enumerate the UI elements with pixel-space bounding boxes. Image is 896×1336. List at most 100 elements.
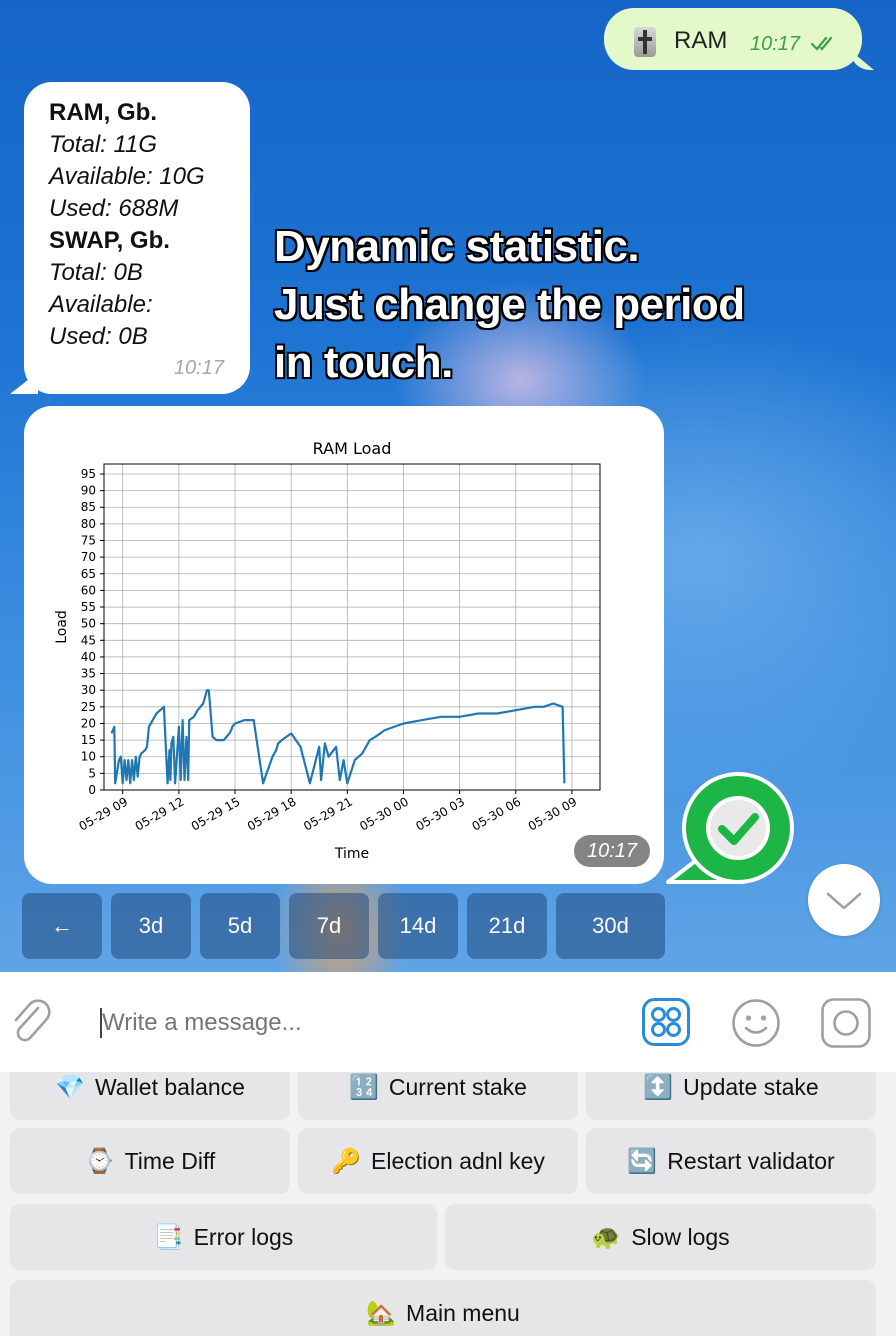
y-axis-label: Load [54,610,70,644]
slow-logs-button[interactable]: 🐢 Slow logs [445,1204,876,1270]
chart-image-message[interactable]: RAM Load 0 5 10 15 20 25 30 35 40 45 50 55 60 65 70 75 80… [24,406,664,884]
plot-frame [103,463,601,791]
chart-title: RAM Load [313,439,392,458]
message-line: Available: [49,291,153,318]
message-line: Total: 11G [49,131,158,158]
message-line: SWAP, Gb. [49,227,170,254]
y-tick-label: 90 [81,484,96,498]
message-line: Available: 10G [49,163,205,190]
update-stake-button[interactable]: ↕️ Update stake [586,1072,876,1120]
current-stake-button[interactable]: 🔢 Current stake [298,1072,578,1120]
overlay-caption-line: Dynamic statistic. [273,221,641,272]
incoming-message[interactable]: RAM, Gb. Total: 11G Available: 10G Used:… [10,82,250,394]
x-tick-label: 05-30 09 [526,794,580,833]
y-tick-label: 60 [81,583,96,597]
y-tick-label: 85 [81,500,96,514]
time-diff-button[interactable]: ⌚ Time Diff [10,1128,290,1194]
image-message-time: 10:17 [574,835,650,867]
main-menu-button[interactable]: 🏡 Main menu [10,1280,876,1336]
overlay-caption-line: in touch. [273,337,454,388]
watch-icon: ⌚ [84,1147,115,1175]
button-label: Main menu [406,1299,520,1326]
y-tick-label: 80 [81,517,96,531]
y-tick-label: 65 [81,567,96,581]
x-tick-label: 05-29 18 [245,794,299,833]
period-14d-button[interactable]: 14d [378,893,458,959]
election-adnl-key-button[interactable]: 🔑 Election adnl key [298,1128,578,1194]
button-label: Error logs [193,1223,294,1250]
x-tick-label: 05-30 03 [413,794,467,833]
ram-load-chart: RAM Load 0 5 10 15 20 25 30 35 40 45 50 55 60 65 70 75 80… [54,439,601,862]
smiley-icon[interactable] [731,998,781,1048]
period-5d-button[interactable]: 5d [200,893,280,959]
button-label: Time Diff [124,1147,216,1174]
y-tick-label: 70 [81,550,96,564]
y-tick-label: 25 [81,700,96,714]
paperclip-icon[interactable] [8,996,56,1048]
period-21d-button[interactable]: 21d [467,893,547,959]
button-label: Update stake [683,1073,819,1100]
x-tick-label: 05-29 21 [301,794,355,833]
incoming-message-time: 10:17 [173,357,224,379]
message-composer [0,972,896,1072]
restart-validator-button[interactable]: 🔄 Restart validator [586,1128,876,1194]
x-tick-label: 05-30 00 [357,794,411,833]
y-tick-label: 10 [81,750,96,764]
chevron-down-icon [826,892,862,910]
y-tick-label: 45 [81,633,96,647]
house-icon: 🏡 [366,1299,397,1327]
button-label: Wallet balance [94,1073,245,1100]
message-line: Used: 0B [49,323,148,350]
y-tick-label: 15 [81,733,96,747]
x-axis-label: Time [334,846,369,862]
button-label: Restart validator [667,1147,835,1174]
button-label: Slow logs [631,1223,730,1250]
round-camera-icon[interactable] [821,998,871,1048]
button-label: Current stake [388,1073,527,1100]
gem-icon: 💎 [55,1073,85,1101]
y-tick-label: 30 [81,683,96,697]
scroll-down-button[interactable] [808,864,880,936]
fader-icon [634,27,656,57]
overlay-caption-line: Just change the period [273,279,746,330]
y-tick-label: 20 [81,716,96,730]
y-tick-label: 95 [81,467,96,481]
period-7d-button[interactable]: 7d [289,893,369,959]
outgoing-message-time: 10:17 [750,33,801,55]
y-tick-label: 75 [81,534,96,548]
x-tick-label: 05-29 09 [76,794,130,833]
turtle-icon: 🐢 [591,1223,622,1251]
outgoing-message-text: RAM [674,27,728,54]
y-tick-label: 0 [88,783,96,797]
outgoing-message[interactable]: RAM 10:17 [604,8,862,70]
refresh-icon: 🔄 [627,1147,658,1175]
x-tick-label: 05-30 06 [470,794,524,833]
y-tick-label: 40 [81,650,96,664]
y-tick-label: 55 [81,600,96,614]
y-tick-label: 5 [88,766,96,780]
message-line: RAM, Gb. [49,99,157,126]
chat-background: RAM 10:17 RAM, Gb. Total: 11G Available:… [0,0,896,972]
wallet-balance-button[interactable]: 💎 Wallet balance [10,1072,290,1120]
apps-grid-icon[interactable] [642,998,690,1046]
error-logs-button[interactable]: 📑 Error logs [10,1204,437,1270]
y-tick-label: 50 [81,617,96,631]
document-icon: 📑 [153,1223,184,1251]
read-ticks-icon [810,36,833,51]
message-line: Total: 0B [49,259,143,286]
period-30d-button[interactable]: 30d [556,893,665,959]
key-icon: 🔑 [331,1147,361,1175]
bubble-tail [10,372,38,394]
period-3d-button[interactable]: 3d [111,893,191,959]
button-label: Election adnl key [371,1147,545,1174]
numbers-icon: 🔢 [349,1073,379,1101]
message-line: Used: 688M [49,195,179,222]
overlay-caption: Dynamic statistic. Just change the perio… [273,218,834,392]
x-tick-label: 05-29 15 [189,794,243,833]
x-tick-label: 05-29 12 [133,794,187,833]
message-input[interactable] [100,1002,604,1044]
check-badge-icon [666,772,794,884]
period-back-button[interactable]: ← [22,893,102,959]
reply-keyboard: 💎 Wallet balance 🔢 Current stake ↕️ Upda… [0,1072,896,1336]
up-down-arrow-icon: ↕️ [643,1073,674,1101]
